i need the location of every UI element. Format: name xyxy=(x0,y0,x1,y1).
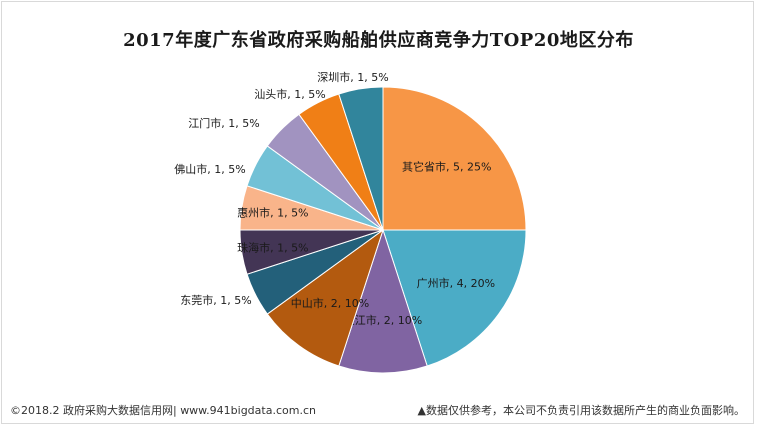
slice-label-6: 珠海市, 1, 5% xyxy=(237,240,308,254)
footer-copyright: ©2018.2 政府采购大数据信用网| www.941bigdata.com.c… xyxy=(10,404,316,417)
slice-label-4: 中山市, 2, 10% xyxy=(291,296,369,310)
slice-label-2: 广州市, 4, 20% xyxy=(417,276,495,290)
slice-label-10: 汕头市, 1, 5% xyxy=(254,87,325,101)
slice-label-11: 深圳市, 1, 5% xyxy=(317,70,388,84)
pie-slice-2 xyxy=(382,229,527,367)
slice-label-5: 东莞市, 1, 5% xyxy=(180,293,251,307)
pie-slice-4 xyxy=(266,228,384,367)
slice-label-9: 江门市, 1, 5% xyxy=(188,116,259,130)
slice-label-7: 惠州市, 1, 5% xyxy=(237,206,308,220)
slice-label-8: 佛山市, 1, 5% xyxy=(174,162,245,176)
footer-disclaimer: ▲数据仅供参考，本公司不负责引用该数据所产生的商业负面影响。 xyxy=(417,404,745,417)
pie-slice-1 xyxy=(382,86,527,231)
pie-slice-11 xyxy=(338,86,384,231)
slice-label-1: 其它省市, 5, 25% xyxy=(402,159,491,173)
slice-label-3: 湛江市, 2, 10% xyxy=(344,313,422,327)
pie-slice-3 xyxy=(338,228,428,374)
chart-title: 2017年度广东省政府采购船舶供应商竞争力TOP20地区分布 xyxy=(123,30,634,51)
